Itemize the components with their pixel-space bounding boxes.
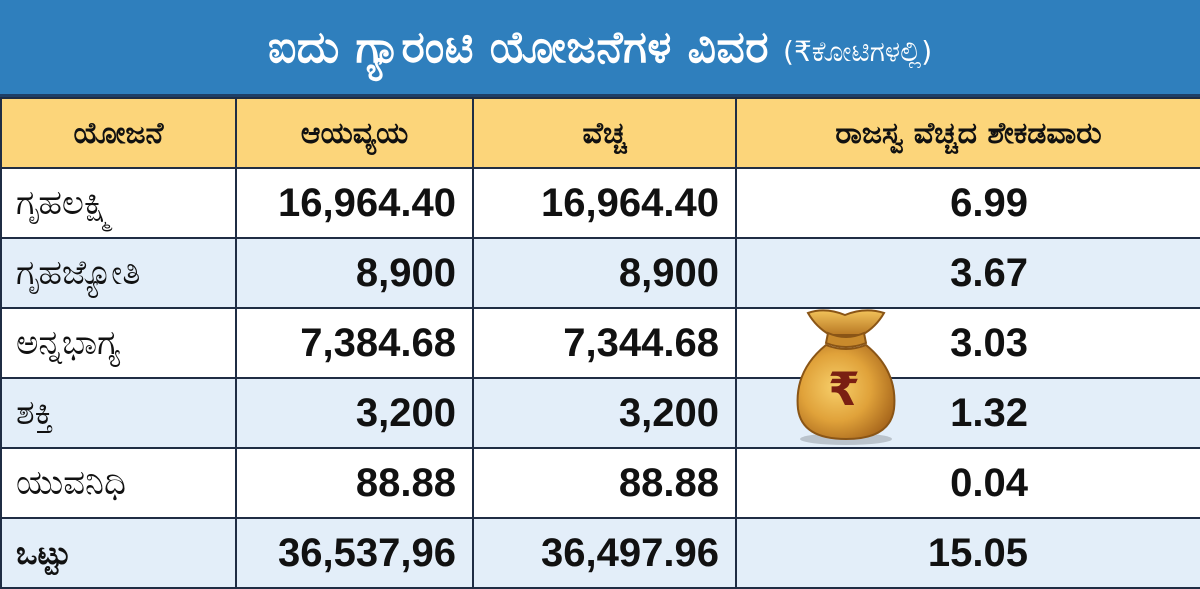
table-row: ಗೃಹಜ್ಯೋತಿ 8,900 8,900 3.67 xyxy=(0,237,1200,309)
scheme-name: ಗೃಹಜ್ಯೋತಿ xyxy=(0,237,237,309)
scheme-name: ಗೃಹಲಕ್ಷ್ಮಿ xyxy=(0,167,237,239)
total-budget-value: 36,537,96 xyxy=(235,517,474,589)
scheme-name: ಶಕ್ತಿ xyxy=(0,377,237,449)
header-revenue-share: ರಾಜಸ್ವ ವೆಚ್ಚದ ಶೇಕಡವಾರು xyxy=(735,97,1200,169)
scheme-name: ಯುವನಿಧಿ xyxy=(0,447,237,519)
expenditure-value: 16,964.40 xyxy=(472,167,737,239)
expenditure-value: 88.88 xyxy=(472,447,737,519)
header-scheme: ಯೋಜನೆ xyxy=(0,97,237,169)
rupee-symbol: ₹ xyxy=(828,362,860,416)
budget-value: 88.88 xyxy=(235,447,474,519)
scheme-table: ಯೋಜನೆ ಆಯವ್ಯಯ ವೆಚ್ಚ ರಾಜಸ್ವ ವೆಚ್ಚದ ಶೇಕಡವಾರ… xyxy=(0,97,1200,589)
budget-value: 3,200 xyxy=(235,377,474,449)
page-title: ಐದು ಗ್ಯಾರಂಟಿ ಯೋಜನೆಗಳ ವಿವರ xyxy=(267,21,770,73)
header-row: ಯೋಜನೆ ಆಯವ್ಯಯ ವೆಚ್ಚ ರಾಜಸ್ವ ವೆಚ್ಚದ ಶೇಕಡವಾರ… xyxy=(0,97,1200,169)
expenditure-value: 7,344.68 xyxy=(472,307,737,379)
share-value: 6.99 xyxy=(735,167,1200,239)
table-row: ಯುವನಿಧಿ 88.88 88.88 0.04 xyxy=(0,447,1200,519)
unit-note: (₹ಕೋಟಿಗಳಲ್ಲಿ) xyxy=(783,35,933,68)
table-row: ಶಕ್ತಿ 3,200 3,200 1.32 xyxy=(0,377,1200,449)
header-budget: ಆಯವ್ಯಯ xyxy=(235,97,474,169)
share-value: 0.04 xyxy=(735,447,1200,519)
budget-value: 7,384.68 xyxy=(235,307,474,379)
total-expenditure-value: 36,497.96 xyxy=(472,517,737,589)
header-expenditure: ವೆಚ್ಚ xyxy=(472,97,737,169)
title-bar: ಐದು ಗ್ಯಾರಂಟಿ ಯೋಜನೆಗಳ ವಿವರ (₹ಕೋಟಿಗಳಲ್ಲಿ) xyxy=(0,0,1200,97)
scheme-name: ಅನ್ನಭಾಗ್ಯ xyxy=(0,307,237,379)
table-row: ಅನ್ನಭಾಗ್ಯ 7,384.68 7,344.68 3.03 xyxy=(0,307,1200,379)
budget-value: 16,964.40 xyxy=(235,167,474,239)
rupee-money-bag-icon: ₹ xyxy=(796,309,896,445)
total-row: ಒಟ್ಟು 36,537,96 36,497.96 15.05 xyxy=(0,517,1200,589)
total-share-value: 15.05 xyxy=(735,517,1200,589)
share-value: 3.67 xyxy=(735,237,1200,309)
total-label: ಒಟ್ಟು xyxy=(0,517,237,589)
table-row: ಗೃಹಲಕ್ಷ್ಮಿ 16,964.40 16,964.40 6.99 xyxy=(0,167,1200,239)
expenditure-value: 3,200 xyxy=(472,377,737,449)
budget-value: 8,900 xyxy=(235,237,474,309)
expenditure-value: 8,900 xyxy=(472,237,737,309)
